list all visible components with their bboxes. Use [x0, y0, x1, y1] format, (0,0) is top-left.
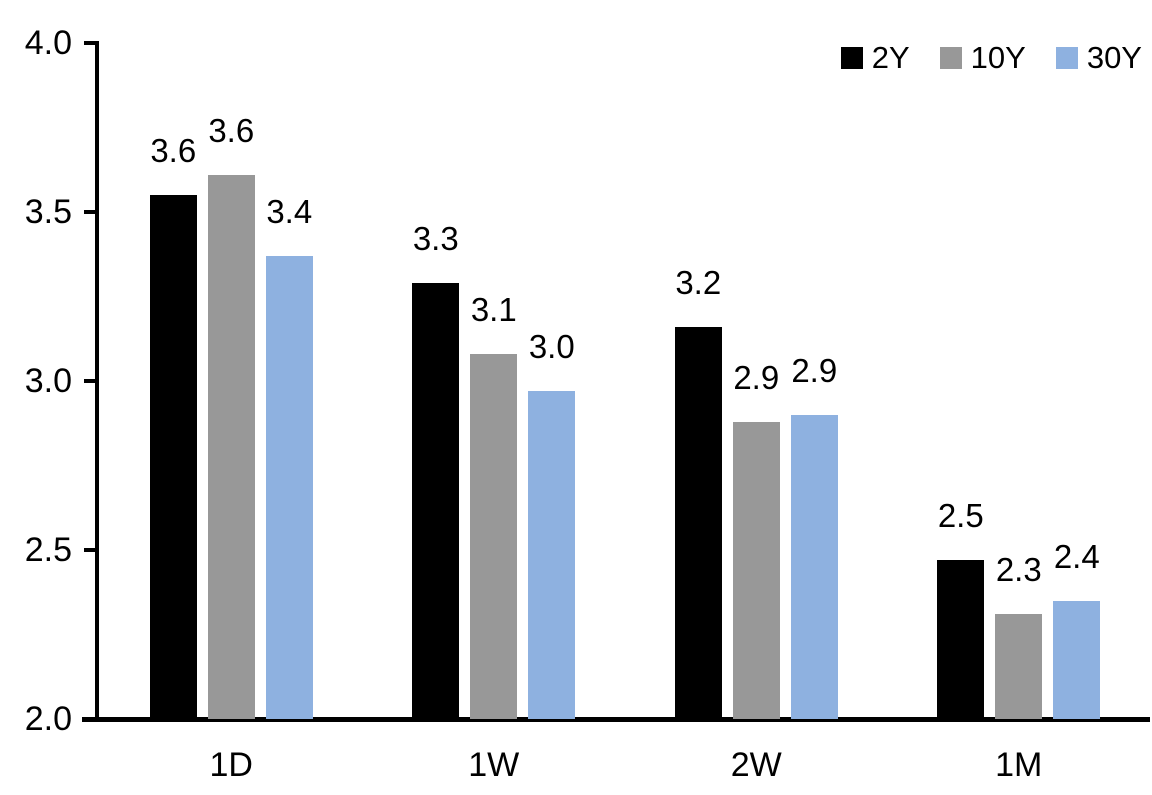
bar-value-label: 2.5 — [937, 497, 984, 534]
y-axis-tick-label: 4.0 — [24, 24, 72, 62]
x-axis-line — [82, 717, 1150, 722]
bar-2Y-1W — [412, 283, 460, 719]
legend-item-10Y: 10Y — [939, 40, 1026, 75]
bar-30Y-2W — [790, 415, 838, 719]
bar-value-label: 2.9 — [733, 359, 780, 396]
bar-value-label: 2.3 — [995, 551, 1042, 588]
legend-label: 10Y — [970, 40, 1026, 75]
legend: 2Y 10Y 30Y — [840, 40, 1142, 75]
x-axis-category-label: 1M — [995, 746, 1043, 784]
bar-30Y-1D — [265, 256, 313, 719]
y-axis-tick — [84, 379, 98, 383]
legend-swatch-icon — [840, 46, 863, 69]
bar-value-label: 3.3 — [412, 220, 459, 257]
legend-swatch-icon — [939, 46, 962, 69]
bar-value-label: 3.6 — [150, 132, 197, 169]
bar-10Y-1W — [470, 354, 518, 719]
legend-item-30Y: 30Y — [1055, 40, 1142, 75]
y-axis-tick-label: 3.0 — [24, 362, 72, 400]
x-axis-category-label: 2W — [730, 746, 782, 784]
bar-2Y-1M — [937, 560, 985, 719]
y-axis-tick — [84, 210, 98, 214]
bar-2Y-1D — [149, 195, 197, 719]
bar-value-label: 2.4 — [1053, 538, 1100, 575]
legend-label: 2Y — [871, 40, 910, 75]
bar-30Y-1W — [528, 391, 576, 719]
bar-value-label: 3.2 — [675, 264, 722, 301]
y-axis-tick-label: 3.5 — [24, 193, 72, 231]
bar-value-label: 3.1 — [470, 291, 517, 328]
y-axis-tick-label: 2.5 — [24, 531, 72, 569]
x-axis-category-label: 1D — [209, 746, 253, 784]
y-axis-tick-label: 2.0 — [24, 700, 72, 738]
bar-2Y-2W — [674, 327, 722, 719]
bar-30Y-1M — [1053, 601, 1101, 719]
y-axis-tick — [84, 41, 98, 45]
legend-swatch-icon — [1055, 46, 1078, 69]
bar-value-label: 3.0 — [528, 328, 575, 365]
legend-label: 30Y — [1086, 40, 1142, 75]
bar-10Y-1D — [207, 175, 255, 719]
x-axis-category-label: 1W — [468, 746, 520, 784]
y-axis-tick — [84, 548, 98, 552]
bar-10Y-2W — [732, 422, 780, 719]
legend-item-2Y: 2Y — [840, 40, 910, 75]
bar-value-label: 3.6 — [208, 112, 255, 149]
bar-10Y-1M — [995, 614, 1043, 719]
bar-value-label: 2.9 — [791, 352, 838, 389]
bar-value-label: 3.4 — [266, 193, 313, 230]
y-axis-line — [95, 41, 99, 722]
